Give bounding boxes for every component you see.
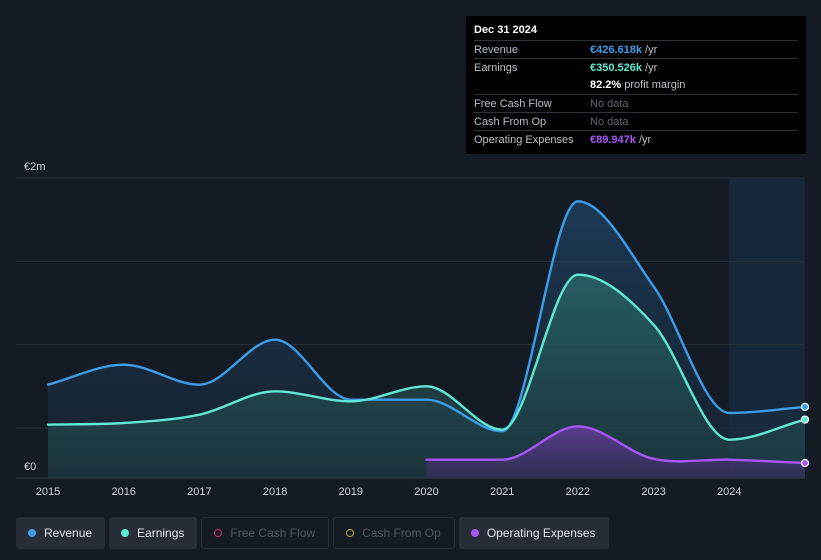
x-tick-label: 2020 <box>414 486 438 498</box>
legend-label: Revenue <box>44 526 93 540</box>
x-axis-labels: 2015 2016 2017 2018 2019 2020 2021 2022 2023 2024 <box>36 486 742 498</box>
operating-expenses-line <box>425 425 807 465</box>
legend-item-revenue[interactable]: Revenue <box>16 517 106 549</box>
legend-label: Operating Expenses <box>486 526 596 540</box>
series-lines <box>46 200 807 465</box>
earnings-end-point <box>800 415 810 424</box>
legend-label: Earnings <box>137 526 185 540</box>
x-tick-label: 2019 <box>339 486 363 498</box>
revenue-line <box>46 200 807 433</box>
revenue-end-point <box>800 402 810 411</box>
legend-dot-icon <box>28 529 36 537</box>
tooltip-row-label: Cash From Op <box>474 115 547 128</box>
operating-expenses-area <box>426 426 805 478</box>
legend-dot-icon <box>470 529 479 537</box>
operating-expenses-end-point <box>800 458 810 468</box>
x-tick-label: 2024 <box>717 486 741 498</box>
x-tick-label: 2022 <box>566 486 590 498</box>
legend-label: Free Cash Flow <box>230 526 316 540</box>
x-tick-label: 2021 <box>490 486 514 498</box>
tooltip-rows: Revenue €426.618k /yr Earnings €350.526k /y… <box>474 40 798 149</box>
tooltip-row-value: No data <box>590 115 629 128</box>
legend-item-cash-from-op[interactable]: Cash From Op <box>333 517 455 549</box>
tooltip-row: Operating Expenses €89.947k /yr <box>474 130 798 148</box>
legend-dot-icon <box>214 529 223 537</box>
tooltip-row-label: Operating Expenses <box>474 134 574 147</box>
tooltip-date: Dec 31 2024 <box>474 24 537 36</box>
tooltip-row-value: No data <box>590 97 629 110</box>
tooltip-row: Cash From Op No data <box>474 112 798 130</box>
tooltip-row: 82.2% profit margin <box>474 77 798 94</box>
tooltip-row-value: €426.618k /yr <box>590 43 658 56</box>
x-tick-label: 2017 <box>187 486 211 498</box>
legend-item-earnings[interactable]: Earnings <box>109 517 198 549</box>
series-end-markers <box>800 402 810 468</box>
legend-label: Cash From Op <box>362 526 441 540</box>
y-axis-labels: €2m €0 <box>24 161 45 473</box>
legend-dot-icon <box>121 529 130 537</box>
x-tick-label: 2023 <box>641 486 665 498</box>
tooltip-row: Free Cash Flow No data <box>474 93 798 112</box>
x-tick-label: 2018 <box>263 486 287 498</box>
x-tick-label: 2015 <box>36 486 60 498</box>
tooltip-row-value: 82.2% profit margin <box>590 79 686 92</box>
tooltip-row: Earnings €350.526k /yr <box>474 58 798 76</box>
x-tick-label: 2016 <box>111 486 135 498</box>
tooltip-row-label: Earnings <box>474 61 518 74</box>
chart-canvas: €2m€0 2015 2016 2017 2018 2019 2020 2021 2022 20… <box>16 161 810 498</box>
legend-item-free-cash-flow[interactable]: Free Cash Flow <box>201 517 330 549</box>
tooltip-row-value: €89.947k /yr <box>590 134 652 147</box>
tooltip-row-value: €350.526k /yr <box>590 61 658 74</box>
chart-legend: Revenue Earnings Free Cash Flow Cash From O… <box>16 517 609 549</box>
tooltip-row: Revenue €426.618k /yr <box>474 40 798 58</box>
data-tooltip: Dec 31 2024 Revenue €426.618k /yr Earnings… <box>466 16 806 154</box>
earnings-area <box>48 274 805 478</box>
tooltip-row-label: Revenue <box>474 43 519 56</box>
legend-dot-icon <box>346 529 355 537</box>
y-label-zero: €0 <box>24 461 36 473</box>
legend-item-operating-expenses[interactable]: Operating Expenses <box>458 517 609 549</box>
tooltip-row-label: Free Cash Flow <box>474 97 552 110</box>
series-areas <box>48 201 805 478</box>
earnings-line <box>46 273 807 441</box>
y-label-top: €2m <box>24 161 45 173</box>
